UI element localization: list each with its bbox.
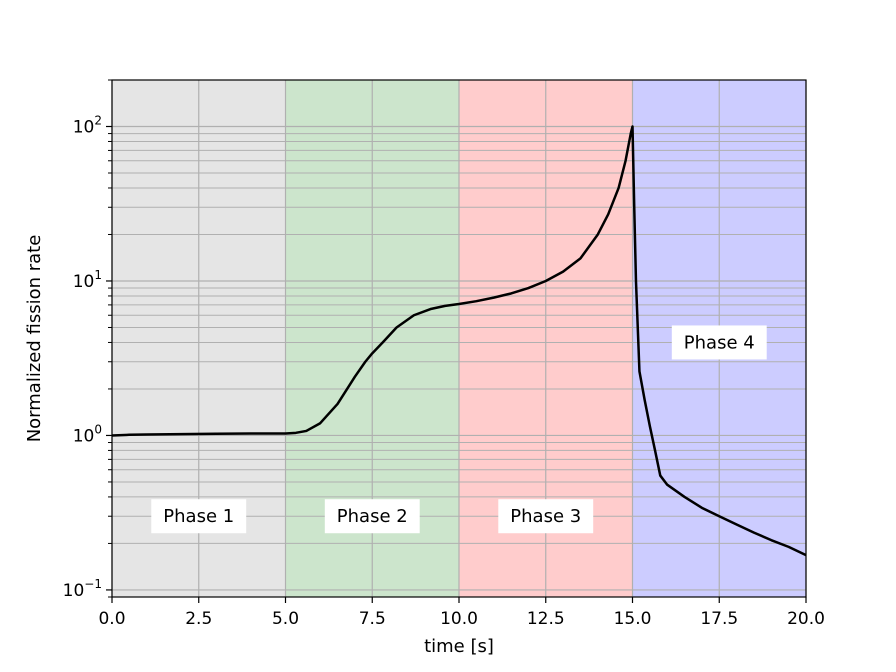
phase-label-box-1 — [151, 499, 247, 534]
y-axis-label: Normalized fission rate — [24, 235, 45, 443]
phase-label-box-4 — [671, 325, 767, 360]
y-axis-ticks: 10−1 100 101 102 — [63, 79, 112, 601]
x-tick-label: 20.0 — [787, 609, 825, 629]
phase-label-3: Phase 3 — [510, 506, 581, 527]
x-axis-label: time [s] — [424, 636, 494, 657]
phase-labels: Phase 1 Phase 2 Phase 3 Phase 4 — [151, 325, 767, 534]
y-tick-label: 101 — [73, 268, 102, 292]
phase-label-box-3 — [498, 499, 594, 534]
x-tick-label: 15.0 — [614, 609, 652, 629]
phase-label-1: Phase 1 — [163, 506, 234, 527]
phase-label-4: Phase 4 — [684, 332, 755, 353]
x-tick-label: 12.5 — [527, 609, 565, 629]
phase-label-box-2 — [324, 499, 420, 534]
x-tick-label: 7.5 — [359, 609, 386, 629]
x-tick-label: 17.5 — [700, 609, 738, 629]
x-tick-label: 5.0 — [272, 609, 299, 629]
x-tick-label: 10.0 — [440, 609, 478, 629]
y-tick-label: 102 — [73, 114, 102, 138]
x-axis-ticks: 0.0 2.5 5.0 7.5 10.0 12.5 15.0 17.5 20.0 — [98, 597, 825, 629]
fission-rate-line — [111, 125, 807, 557]
x-tick-label: 0.0 — [98, 609, 125, 629]
phase-label-2: Phase 2 — [337, 506, 408, 527]
x-tick-label: 2.5 — [185, 609, 212, 629]
y-tick-label: 10−1 — [63, 577, 102, 601]
y-tick-label: 100 — [73, 422, 102, 446]
